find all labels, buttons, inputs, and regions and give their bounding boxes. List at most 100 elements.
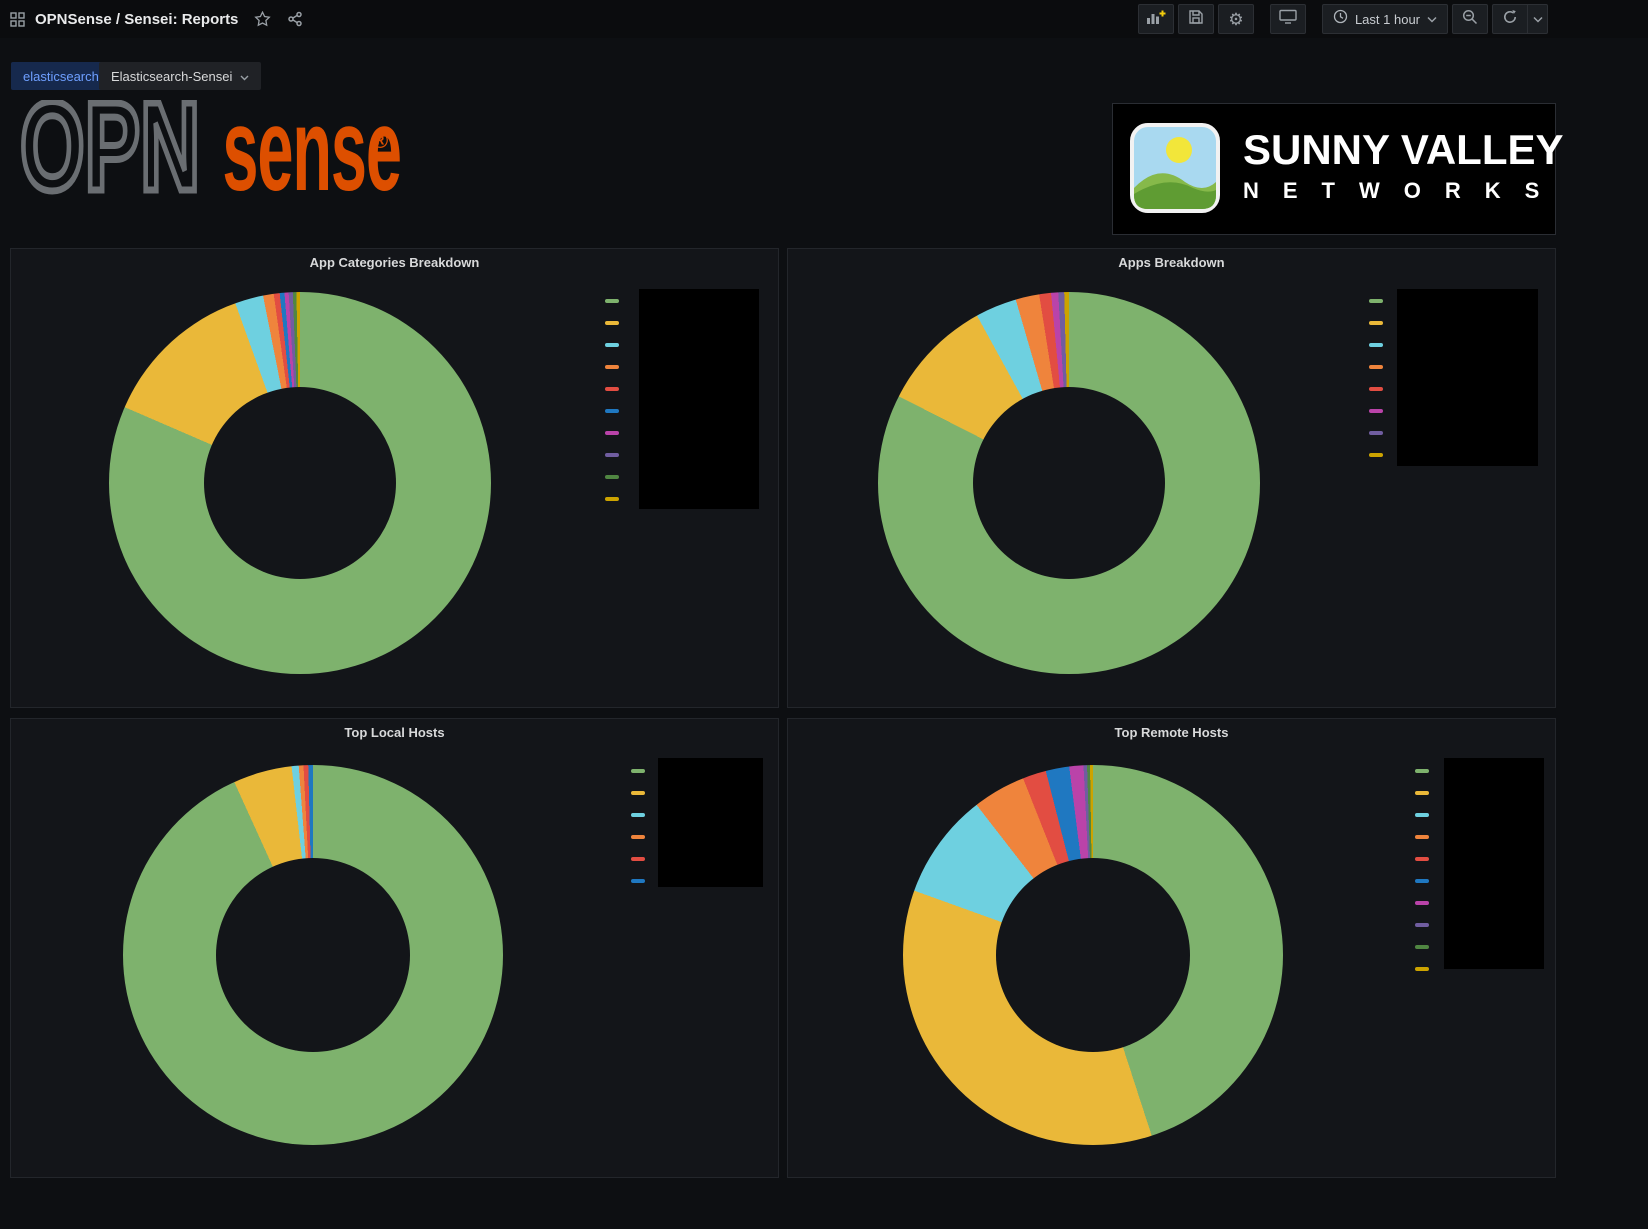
legend-color-dash: [605, 387, 619, 391]
donut-chart: [109, 292, 491, 674]
legend-item[interactable]: [631, 848, 645, 870]
kiosk-mode-button[interactable]: [1269, 4, 1306, 34]
add-panel-icon: [1146, 9, 1166, 30]
legend-item[interactable]: [1415, 870, 1429, 892]
legend: [605, 290, 619, 510]
time-range-picker[interactable]: Last 1 hour: [1321, 4, 1448, 34]
legend-color-dash: [605, 453, 619, 457]
donut-chart: [123, 765, 503, 1145]
legend-item[interactable]: [1369, 356, 1383, 378]
refresh-interval-dropdown[interactable]: [1528, 4, 1548, 34]
legend-redaction: [1444, 758, 1544, 969]
legend-item[interactable]: [1415, 826, 1429, 848]
legend-item[interactable]: [1369, 290, 1383, 312]
legend-item[interactable]: [631, 870, 645, 892]
legend-color-dash: [631, 769, 645, 773]
legend-color-dash: [631, 791, 645, 795]
legend-item[interactable]: [631, 760, 645, 782]
time-range-label: Last 1 hour: [1354, 11, 1420, 27]
legend-color-dash: [1415, 901, 1429, 905]
donut-hole: [973, 387, 1165, 579]
legend-item[interactable]: [1415, 892, 1429, 914]
donut-chart: [878, 292, 1260, 674]
legend-item[interactable]: [605, 400, 619, 422]
legend-item[interactable]: [1415, 760, 1429, 782]
legend-color-dash: [605, 431, 619, 435]
legend-redaction: [639, 289, 759, 509]
legend: [631, 760, 645, 892]
legend-item[interactable]: [1369, 378, 1383, 400]
legend-item[interactable]: [631, 782, 645, 804]
variable-value-dropdown[interactable]: Elasticsearch-Sensei: [99, 62, 262, 90]
zoom-out-button[interactable]: [1452, 4, 1488, 34]
dashboard-title: OPNSense / Sensei: Reports: [35, 10, 239, 28]
legend-color-dash: [605, 497, 619, 501]
legend-item[interactable]: [605, 444, 619, 466]
legend-item[interactable]: [605, 422, 619, 444]
navbar-left: OPNSense / Sensei: Reports: [10, 11, 303, 28]
legend-item[interactable]: [1415, 914, 1429, 936]
legend-item[interactable]: [605, 378, 619, 400]
legend-item[interactable]: [1415, 936, 1429, 958]
legend-item[interactable]: [605, 466, 619, 488]
gear-icon: ⚙: [1228, 9, 1244, 29]
chevron-down-icon: [1532, 10, 1543, 28]
legend-color-dash: [1369, 387, 1383, 391]
save-dashboard-button[interactable]: [1177, 4, 1214, 34]
legend-color-dash: [1369, 431, 1383, 435]
legend: [1415, 760, 1429, 980]
panel-title[interactable]: Top Local Hosts: [344, 725, 445, 740]
panel-top-remote-hosts: Top Remote Hosts: [787, 718, 1556, 1178]
donut-chart: [903, 765, 1283, 1145]
add-panel-button[interactable]: [1137, 4, 1174, 34]
legend-color-dash: [631, 835, 645, 839]
legend-color-dash: [605, 365, 619, 369]
dashboard-grid-icon[interactable]: [10, 11, 25, 27]
legend-redaction: [658, 758, 763, 887]
legend-item[interactable]: [605, 356, 619, 378]
chevron-down-icon: [1427, 10, 1437, 28]
legend-item[interactable]: [605, 334, 619, 356]
legend-item[interactable]: [631, 826, 645, 848]
legend-color-dash: [1415, 791, 1429, 795]
panel-title[interactable]: Apps Breakdown: [1118, 255, 1225, 270]
legend-item[interactable]: [605, 312, 619, 334]
registered-trademark-symbol: ®: [372, 128, 388, 153]
legend-color-dash: [1415, 769, 1429, 773]
legend-item[interactable]: [1369, 444, 1383, 466]
legend-color-dash: [1415, 835, 1429, 839]
legend-item[interactable]: [631, 804, 645, 826]
legend-color-dash: [1369, 321, 1383, 325]
save-icon: [1188, 9, 1204, 30]
clock-icon: [1333, 9, 1348, 29]
sunny-valley-title: SUNNY VALLEY: [1243, 126, 1564, 173]
legend-item[interactable]: [1369, 422, 1383, 444]
legend-item[interactable]: [1415, 848, 1429, 870]
legend-item[interactable]: [1415, 782, 1429, 804]
legend-item[interactable]: [1369, 312, 1383, 334]
legend-color-dash: [631, 813, 645, 817]
panel-title[interactable]: App Categories Breakdown: [309, 255, 480, 270]
legend-item[interactable]: [605, 488, 619, 510]
share-icon[interactable]: [287, 11, 303, 27]
legend-color-dash: [1369, 299, 1383, 303]
legend-item[interactable]: [1415, 804, 1429, 826]
dashboard-settings-button[interactable]: ⚙: [1217, 4, 1254, 34]
legend-item[interactable]: [1369, 334, 1383, 356]
legend-item[interactable]: [605, 290, 619, 312]
panel-apps-breakdown: Apps Breakdown: [787, 248, 1556, 708]
panel-title[interactable]: Top Remote Hosts: [1114, 725, 1229, 740]
legend-color-dash: [605, 409, 619, 413]
refresh-icon: [1502, 9, 1518, 30]
legend-color-dash: [1415, 945, 1429, 949]
sunny-valley-icon: [1129, 122, 1221, 219]
star-icon[interactable]: [254, 11, 272, 27]
legend-item[interactable]: [1369, 400, 1383, 422]
legend-item[interactable]: [1415, 958, 1429, 980]
refresh-button[interactable]: [1492, 4, 1528, 34]
legend-color-dash: [1415, 813, 1429, 817]
legend-color-dash: [1369, 365, 1383, 369]
monitor-icon: [1279, 9, 1297, 29]
variable-value-text: Elasticsearch-Sensei: [111, 68, 233, 84]
